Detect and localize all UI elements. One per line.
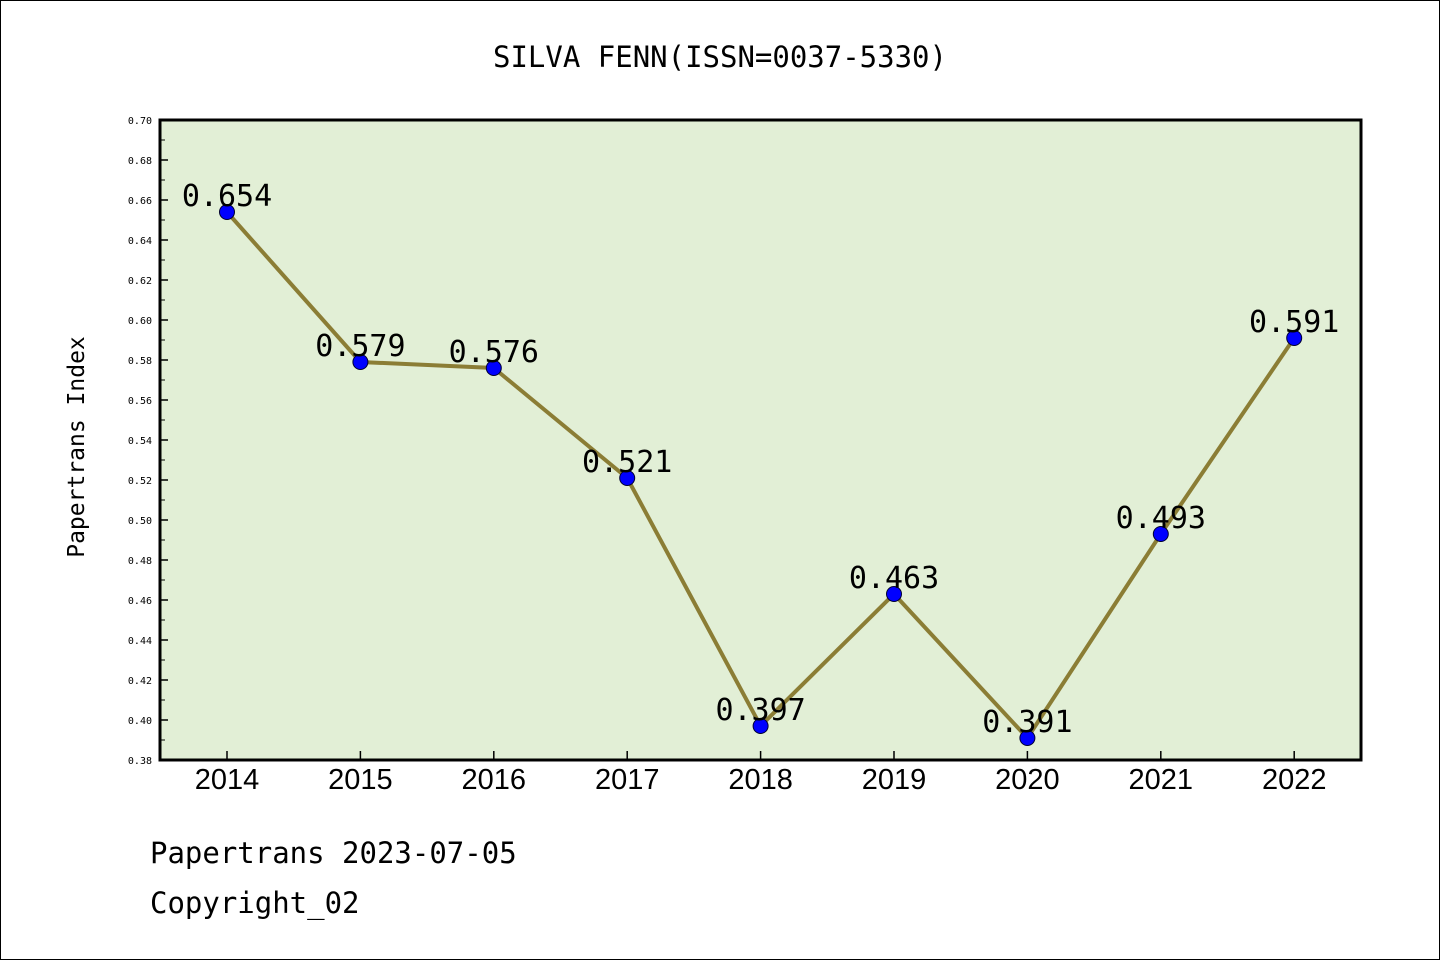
data-label: 0.397 [715, 693, 805, 728]
y-tick-label: 0.58 [128, 356, 152, 367]
y-tick-label: 0.46 [128, 596, 152, 607]
x-tick-label: 2020 [995, 764, 1060, 796]
y-tick-label: 0.40 [128, 716, 152, 727]
data-label: 0.591 [1249, 305, 1339, 340]
data-point [219, 204, 235, 220]
y-tick-label: 0.68 [128, 156, 152, 167]
footer-date: Papertrans 2023-07-05 [150, 836, 517, 870]
x-axis: 2014 2015 2016 2017 2018 2019 2020 2021 2022 [195, 751, 1327, 796]
y-axis-label: Papertrans Index [64, 336, 90, 558]
y-tick-label: 0.64 [128, 236, 152, 247]
data-label: 0.391 [982, 705, 1072, 740]
y-tick-label: 0.50 [128, 516, 152, 527]
data-label: 0.654 [182, 179, 272, 214]
data-point [752, 718, 769, 734]
y-tick-label: 0.54 [128, 436, 152, 447]
data-label: 0.463 [849, 561, 939, 596]
x-tick-label: 2021 [1129, 764, 1194, 796]
data-point [1286, 330, 1303, 346]
chart-title: SILVA FENN(ISSN=0037-5330) [493, 40, 947, 74]
x-tick-label: 2018 [728, 764, 793, 796]
y-axis: 0.38 0.40 0.42 0.44 0.46 0.48 0.50 0.52 0.54 0.56… [128, 116, 168, 767]
y-tick-label: 0.66 [128, 196, 152, 207]
data-labels: 0.654 0.579 0.576 0.521 0.397 0.463 0.391 0.493… [182, 179, 1340, 740]
data-point [1019, 730, 1036, 746]
footer-copyright: Copyright_02 [150, 886, 360, 920]
data-label: 0.579 [315, 329, 405, 364]
x-tick-label: 2014 [195, 764, 260, 796]
y-tick-label: 0.56 [128, 396, 152, 407]
y-tick-label: 0.60 [128, 316, 152, 327]
data-point [1152, 526, 1169, 542]
data-label: 0.576 [449, 335, 539, 370]
x-tick-label: 2022 [1262, 764, 1327, 796]
y-tick-label: 0.44 [128, 636, 152, 647]
data-label: 0.493 [1116, 501, 1206, 536]
data-point [886, 586, 902, 602]
data-markers [219, 204, 1303, 746]
data-label: 0.521 [582, 445, 672, 480]
x-tick-label: 2016 [462, 764, 527, 796]
data-point [485, 360, 502, 376]
plot-area [158, 118, 1363, 762]
y-tick-label: 0.48 [128, 556, 152, 567]
data-point [619, 470, 636, 486]
y-tick-label: 0.38 [128, 756, 152, 767]
x-tick-label: 2019 [862, 764, 927, 796]
y-tick-label: 0.42 [128, 676, 152, 687]
x-tick-label: 2015 [328, 764, 393, 796]
y-tick-label: 0.70 [128, 116, 152, 127]
y-tick-label: 0.62 [128, 276, 152, 287]
y-tick-label: 0.52 [128, 476, 152, 487]
x-tick-label: 2017 [595, 764, 660, 796]
data-point [352, 354, 369, 370]
